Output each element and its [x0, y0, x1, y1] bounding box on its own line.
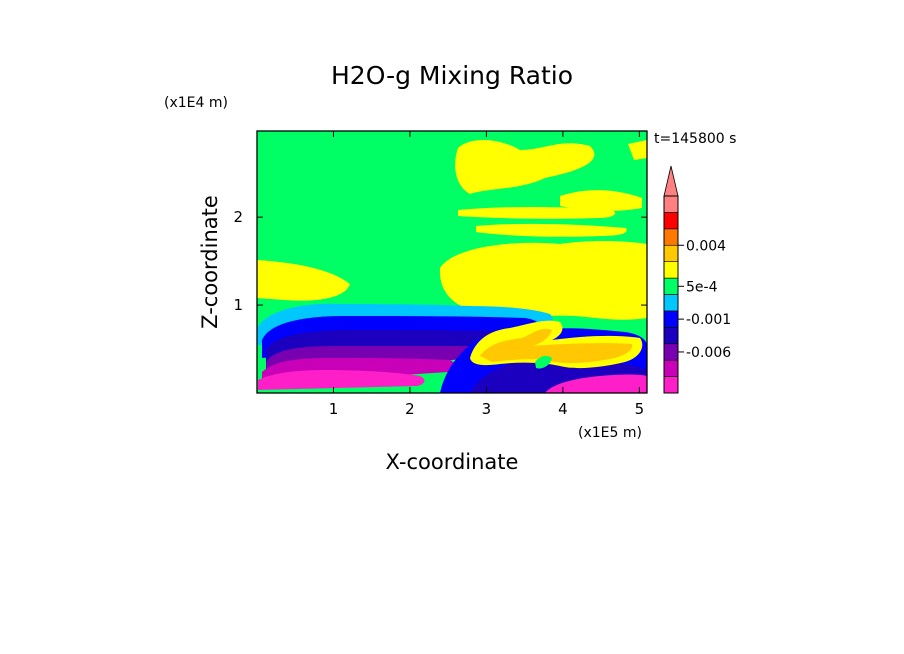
y-unit-label: (x1E4 m)	[164, 95, 228, 111]
x-axis-title: X-coordinate	[386, 450, 519, 474]
contour-pink-base	[545, 374, 647, 393]
colorbar-segment	[663, 228, 679, 246]
contour-field	[257, 131, 647, 393]
colorbar-segment	[663, 327, 679, 345]
contour-yellow-left	[257, 260, 350, 301]
contour-yellow-streak-1	[458, 207, 616, 219]
x-unit-label: (x1E5 m)	[578, 425, 642, 441]
colorbar-segment	[663, 244, 679, 262]
x-tick-label: 5	[635, 400, 645, 418]
colorbar-label: 5e-4	[686, 279, 718, 295]
chart-title: H2O-g Mixing Ratio	[331, 61, 573, 90]
contour-orange-lower-right	[480, 328, 633, 363]
x-axis: 1 2 3 4 5	[329, 131, 644, 418]
contour-yellow-streak-2	[476, 223, 627, 237]
contour-yellow-upper	[455, 139, 595, 194]
x-tick-label: 2	[405, 400, 415, 418]
colorbar-segment	[663, 294, 679, 312]
contour-yellow-mid	[439, 241, 647, 320]
colorbar: -0.006 -0.001 5e-4 0.004	[663, 165, 731, 394]
colorbar-frame	[663, 195, 679, 394]
colorbar-segment	[663, 195, 679, 213]
x-tick-label: 4	[558, 400, 568, 418]
x-tick-label: 3	[482, 400, 492, 418]
colorbar-label: 0.004	[686, 238, 726, 254]
contour-magenta	[258, 370, 425, 390]
contour-yellow-small-right	[628, 140, 647, 160]
x-tick-label: 1	[329, 400, 339, 418]
colorbar-segment	[663, 310, 679, 328]
colorbar-segment	[663, 277, 679, 295]
colorbar-segment	[663, 343, 679, 361]
plot-frame	[256, 130, 648, 394]
colorbar-segment	[663, 359, 679, 377]
contour-green-patch	[535, 355, 552, 369]
colorbar-extend-arrow	[663, 165, 679, 197]
contour-yellow-upper-right	[560, 190, 642, 212]
y-tick-label: 2	[233, 208, 243, 226]
colorbar-segment	[663, 376, 679, 394]
colorbar-segment	[663, 261, 679, 279]
y-axis: 12	[233, 208, 647, 314]
y-tick-label: 1	[233, 296, 243, 314]
y-axis-title: Z-coordinate	[198, 195, 222, 329]
time-label: t=145800 s	[654, 131, 736, 147]
colorbar-segment	[663, 212, 679, 230]
colorbar-label: -0.006	[686, 345, 731, 361]
colorbar-label: -0.001	[686, 312, 731, 328]
